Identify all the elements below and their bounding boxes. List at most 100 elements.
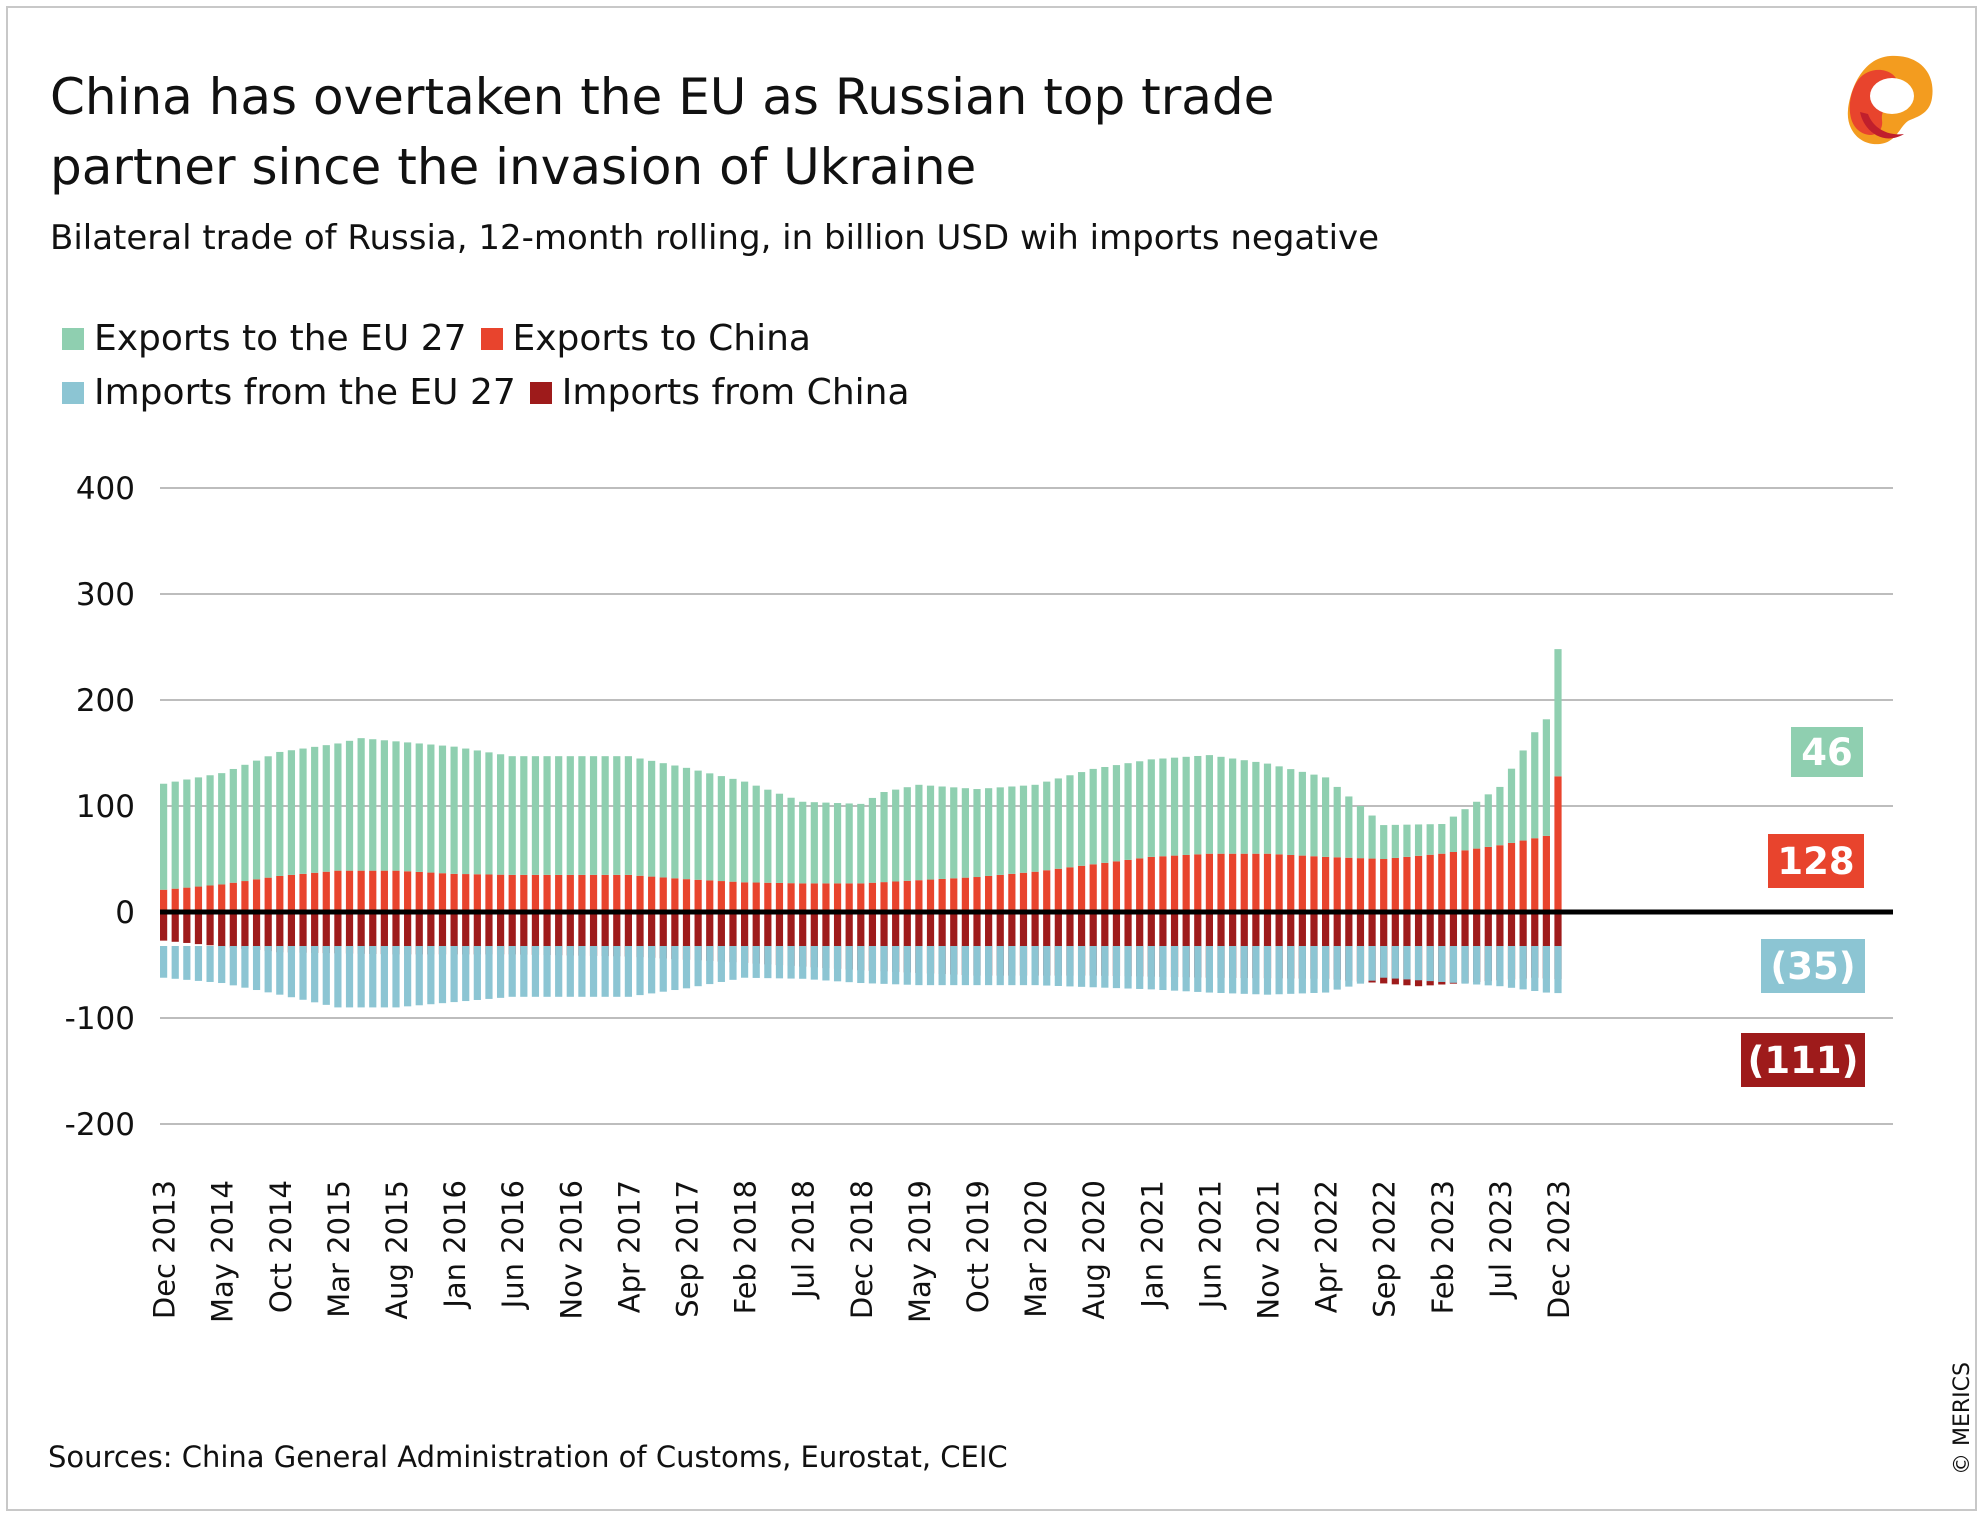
bar-exports-eu xyxy=(1356,806,1365,859)
bar-imports-eu xyxy=(659,946,667,992)
x-tick-label: Sep 2022 xyxy=(1368,1180,1402,1318)
chart-title: China has overtaken the EU as Russian to… xyxy=(50,62,1550,202)
bar-exports-china xyxy=(775,882,784,912)
bar-imports-eu xyxy=(706,946,714,985)
bar-imports-eu xyxy=(1403,946,1411,980)
bar-exports-china xyxy=(729,881,737,912)
bar-exports-china xyxy=(299,873,307,912)
bar-imports-china xyxy=(822,912,830,969)
bar-imports-china xyxy=(1252,912,1260,979)
bar-exports-eu xyxy=(926,785,935,880)
bar-imports-eu xyxy=(438,946,447,1004)
bar-exports-eu xyxy=(171,781,179,889)
bar-exports-china xyxy=(589,874,598,912)
bar-imports-china xyxy=(985,912,993,976)
bar-imports-eu xyxy=(183,946,191,980)
bar-exports-china xyxy=(392,870,400,912)
bar-exports-china xyxy=(1333,857,1341,912)
bar-imports-eu xyxy=(1124,946,1132,989)
bar-exports-china xyxy=(1345,857,1353,912)
bar-imports-china xyxy=(1298,912,1306,979)
bar-imports-china xyxy=(741,912,749,963)
bar-exports-eu xyxy=(473,750,481,875)
bar-exports-eu xyxy=(1240,760,1248,854)
bar-imports-eu xyxy=(717,946,725,982)
bar-exports-china xyxy=(438,873,447,912)
legend-item-exports-china: Exports to China xyxy=(480,312,811,366)
bar-imports-eu xyxy=(1542,946,1550,993)
x-tick-label: Nov 2016 xyxy=(554,1180,588,1320)
bar-exports-china xyxy=(787,883,795,912)
x-tick-label: Aug 2020 xyxy=(1077,1180,1111,1320)
bar-exports-eu xyxy=(659,763,667,878)
bar-exports-china xyxy=(287,874,296,912)
bar-imports-china xyxy=(1542,912,1550,979)
bar-exports-china xyxy=(1554,776,1562,912)
bar-exports-china xyxy=(950,878,958,912)
bar-exports-china xyxy=(241,881,249,912)
bar-exports-eu xyxy=(194,777,203,887)
bar-imports-china xyxy=(276,912,284,953)
bar-exports-china xyxy=(1519,840,1527,912)
bar-imports-eu xyxy=(357,946,365,1008)
bar-imports-eu xyxy=(1159,946,1167,991)
bar-imports-china xyxy=(694,912,702,961)
x-tick-label: Dec 2013 xyxy=(148,1180,182,1319)
bar-imports-eu xyxy=(1077,946,1086,987)
bar-exports-china xyxy=(1066,867,1074,912)
bar-imports-china xyxy=(520,912,528,955)
bar-imports-china xyxy=(462,912,470,955)
bar-exports-china xyxy=(276,875,284,912)
bar-exports-china xyxy=(450,873,458,912)
bar-imports-eu xyxy=(1298,946,1306,994)
bar-imports-eu xyxy=(206,946,214,982)
bar-exports-china xyxy=(833,883,842,912)
bar-exports-china xyxy=(694,879,702,912)
bar-imports-eu xyxy=(938,946,946,986)
bar-imports-china xyxy=(717,912,725,962)
bar-imports-eu xyxy=(508,946,516,997)
bar-imports-china xyxy=(578,912,586,956)
y-tick-label: 0 xyxy=(115,895,135,931)
bar-imports-eu xyxy=(1519,946,1527,990)
bar-exports-china xyxy=(496,874,505,912)
bar-imports-china xyxy=(950,912,958,975)
bar-imports-eu xyxy=(752,946,760,978)
bar-imports-eu xyxy=(543,946,551,997)
bar-imports-china xyxy=(775,912,784,966)
bar-exports-china xyxy=(1077,865,1086,912)
bar-imports-eu xyxy=(566,946,574,997)
sources-note: Sources: China General Administration of… xyxy=(48,1440,1008,1474)
bar-exports-eu xyxy=(345,740,354,871)
x-tick-label: Oct 2019 xyxy=(961,1180,995,1313)
bar-imports-china xyxy=(1077,912,1086,976)
end-label-imports-from-china: (111) xyxy=(1739,1031,1867,1089)
bar-imports-china xyxy=(252,912,261,950)
bar-exports-china xyxy=(1101,862,1109,912)
bar-imports-china xyxy=(357,912,365,954)
bar-exports-china xyxy=(1414,855,1423,912)
bar-imports-eu xyxy=(299,946,307,1000)
bar-imports-eu xyxy=(322,946,330,1005)
bar-exports-china xyxy=(1403,856,1411,912)
bar-exports-eu xyxy=(485,752,493,875)
bar-imports-china xyxy=(1101,912,1109,976)
bar-imports-eu xyxy=(334,946,342,1008)
bar-exports-eu xyxy=(566,756,574,875)
bar-exports-eu xyxy=(1217,756,1225,854)
bar-exports-eu xyxy=(1507,768,1516,843)
bar-imports-eu xyxy=(845,946,853,983)
bar-imports-china xyxy=(1159,912,1167,977)
bar-exports-china xyxy=(404,871,412,912)
bar-exports-eu xyxy=(229,768,237,883)
bar-imports-eu xyxy=(682,946,691,989)
bar-imports-eu xyxy=(345,946,354,1008)
bar-imports-eu xyxy=(1112,946,1121,989)
bar-imports-china xyxy=(1263,912,1272,979)
bar-imports-eu xyxy=(392,946,400,1008)
legend-item-exports-eu: Exports to the EU 27 xyxy=(62,312,467,366)
bar-imports-china xyxy=(1275,912,1283,979)
bar-exports-eu xyxy=(160,783,168,890)
bar-imports-china xyxy=(648,912,656,958)
